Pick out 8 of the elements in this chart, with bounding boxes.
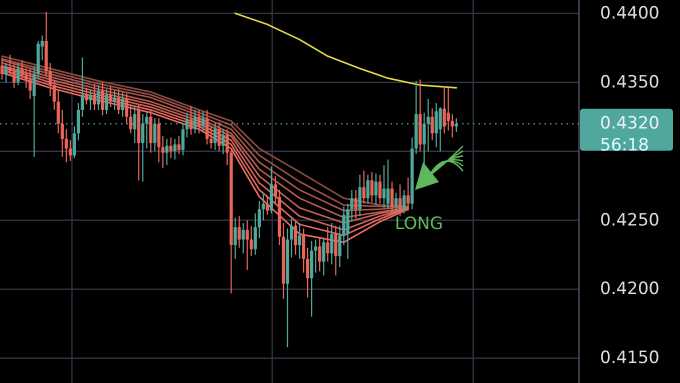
y-tick-label: 0.4350	[600, 72, 660, 92]
text: 56:18	[600, 136, 649, 156]
y-tick-label: 0.4200	[600, 279, 660, 300]
y-tick-label: 0.4150	[600, 348, 660, 368]
ref-line-label: 0.4320	[600, 114, 660, 134]
y-tick-label: 0.4250	[600, 210, 660, 230]
y-tick-label: 0.4400	[600, 3, 660, 24]
annotation: LONG	[394, 214, 444, 234]
